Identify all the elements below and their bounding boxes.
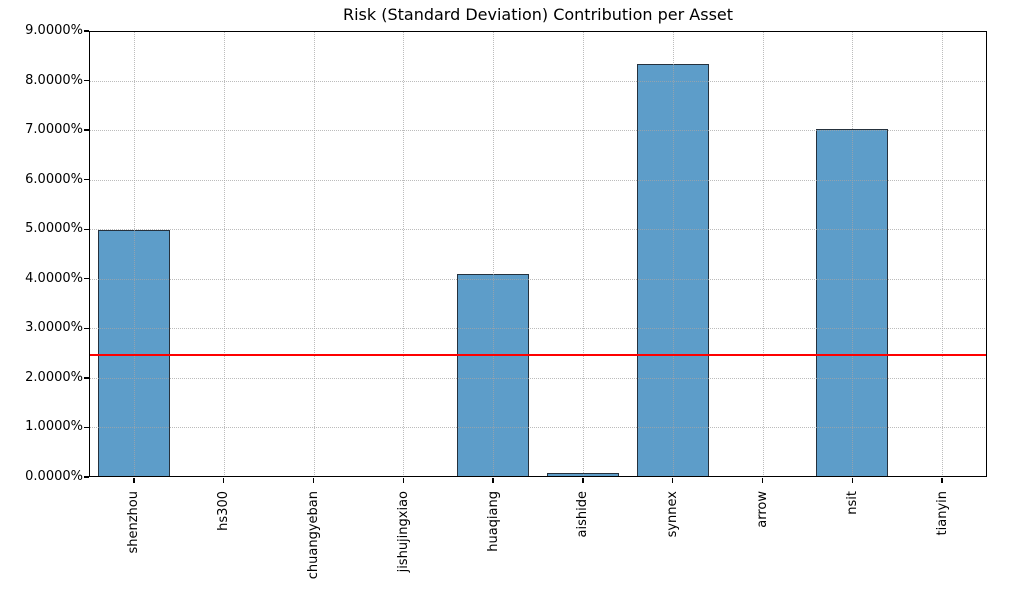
v-gridline [942, 31, 944, 477]
h-gridline [89, 179, 987, 181]
y-tick-label: 2.0000% [25, 369, 83, 385]
y-tick-label: 8.0000% [25, 72, 83, 88]
v-gridline [493, 31, 495, 477]
y-tick-label: 4.0000% [25, 270, 83, 286]
x-tick [672, 477, 674, 483]
x-tick [941, 477, 943, 483]
v-gridline [313, 31, 315, 477]
x-tick-label-text: shenzhou [126, 491, 142, 554]
h-gridline [89, 377, 987, 379]
x-tick [761, 477, 764, 483]
chart-title: Risk (Standard Deviation) Contribution p… [342, 5, 734, 24]
x-tick [402, 477, 404, 483]
h-gridline [89, 427, 987, 429]
x-tick-label-text: aishide [575, 491, 591, 538]
y-tick-label: 5.0000% [25, 221, 83, 237]
reference-line [89, 354, 987, 357]
y-tick [83, 79, 89, 82]
x-tick [223, 477, 225, 483]
h-gridline [89, 229, 987, 231]
y-tick [83, 228, 89, 230]
plot-area [89, 31, 987, 477]
x-tick-label-text: arrow [755, 491, 770, 528]
x-tick-label-text: chuangyeban [306, 491, 321, 580]
y-tick [83, 179, 89, 181]
v-gridline [223, 31, 225, 477]
v-gridline [672, 31, 674, 477]
v-gridline [133, 31, 135, 477]
x-tick [851, 477, 853, 483]
y-tick [83, 30, 89, 32]
x-tick-label-text: hs300 [216, 491, 232, 531]
h-gridline [89, 278, 987, 280]
y-tick [83, 129, 89, 131]
y-tick [83, 327, 89, 329]
y-tick-label: 6.0000% [25, 171, 83, 187]
x-tick-label-text: huaqiang [485, 491, 501, 552]
v-gridline [852, 31, 854, 477]
x-tick-label-text: nsit [844, 491, 860, 515]
x-tick [492, 477, 494, 483]
y-tick [83, 278, 89, 280]
h-gridline [89, 80, 987, 82]
y-tick-label: 0.0000% [25, 469, 83, 484]
x-tick-label-text: jishujingxiao [395, 491, 411, 573]
y-tick [83, 476, 89, 478]
v-gridline [403, 31, 405, 477]
y-tick [83, 377, 89, 379]
y-tick-label: 7.0000% [25, 122, 83, 138]
v-gridline [582, 31, 584, 477]
y-tick-label: 1.0000% [25, 419, 83, 435]
v-gridline [762, 31, 764, 477]
h-gridline [89, 328, 987, 330]
y-tick-label: 9.0000% [25, 23, 83, 38]
x-tick [582, 477, 584, 483]
x-tick [133, 477, 135, 483]
y-tick [83, 426, 89, 429]
x-tick-label-text: synnex [665, 491, 681, 538]
y-tick-label: 3.0000% [25, 320, 83, 336]
x-tick-label-text: tianyin [934, 491, 950, 536]
x-tick [312, 477, 315, 483]
h-gridline [89, 130, 987, 132]
